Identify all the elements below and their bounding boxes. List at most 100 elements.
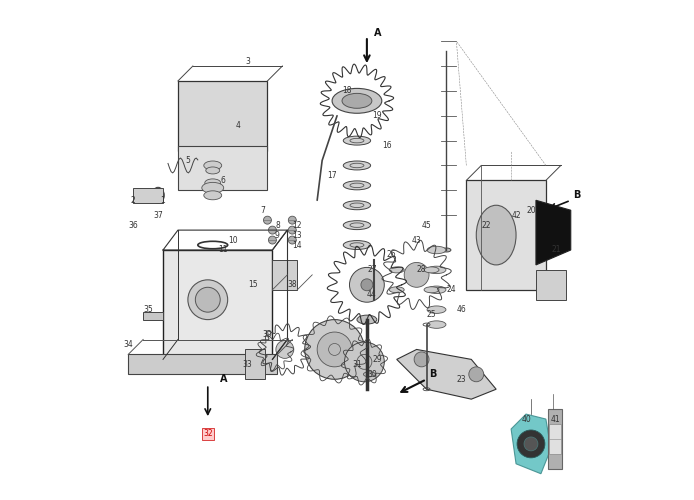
Text: 4: 4 <box>235 121 240 130</box>
Text: 18: 18 <box>342 86 352 96</box>
Ellipse shape <box>205 179 221 187</box>
Ellipse shape <box>424 267 439 273</box>
Text: 34: 34 <box>124 340 133 349</box>
Text: 19: 19 <box>372 112 382 120</box>
Bar <box>536 270 566 300</box>
Ellipse shape <box>204 191 221 200</box>
Text: 13: 13 <box>292 230 302 239</box>
Ellipse shape <box>344 181 371 190</box>
Bar <box>128 354 278 374</box>
Circle shape <box>344 342 384 382</box>
Ellipse shape <box>424 287 439 293</box>
Ellipse shape <box>344 240 371 250</box>
Text: 38: 38 <box>287 280 297 289</box>
Text: 17: 17 <box>328 171 337 180</box>
Text: 9: 9 <box>275 230 280 239</box>
Ellipse shape <box>476 205 516 265</box>
Text: 21: 21 <box>551 246 561 254</box>
Ellipse shape <box>389 287 404 293</box>
Circle shape <box>195 288 220 312</box>
Ellipse shape <box>206 167 220 174</box>
Text: 43: 43 <box>412 236 421 244</box>
Circle shape <box>361 279 373 291</box>
Bar <box>548 409 562 469</box>
Text: 16: 16 <box>382 141 391 150</box>
Ellipse shape <box>342 94 372 108</box>
Text: 30: 30 <box>367 370 377 379</box>
Ellipse shape <box>364 372 375 377</box>
Ellipse shape <box>202 182 223 194</box>
Text: 15: 15 <box>248 280 257 289</box>
Text: 3: 3 <box>245 56 250 66</box>
Text: 31: 31 <box>352 360 362 369</box>
Text: 5: 5 <box>185 156 190 165</box>
Text: 26: 26 <box>387 250 396 260</box>
Text: 44: 44 <box>367 290 377 299</box>
Circle shape <box>288 216 296 224</box>
Text: 45: 45 <box>422 220 432 230</box>
Circle shape <box>524 437 538 451</box>
Ellipse shape <box>344 161 371 170</box>
Circle shape <box>269 236 276 244</box>
Polygon shape <box>536 200 570 265</box>
Circle shape <box>414 352 429 367</box>
Circle shape <box>317 332 352 367</box>
Ellipse shape <box>332 88 382 114</box>
Bar <box>178 146 267 190</box>
Ellipse shape <box>389 267 404 273</box>
Bar <box>466 180 546 290</box>
Circle shape <box>288 236 296 244</box>
Text: 39: 39 <box>262 330 272 339</box>
Text: 35: 35 <box>143 305 153 314</box>
Text: A: A <box>220 374 228 384</box>
Circle shape <box>288 226 296 234</box>
Ellipse shape <box>427 266 446 274</box>
Text: 25: 25 <box>427 310 437 319</box>
Text: 41: 41 <box>551 414 561 424</box>
Circle shape <box>305 320 364 380</box>
Ellipse shape <box>152 188 164 204</box>
Text: B: B <box>573 190 581 200</box>
Text: 22: 22 <box>482 220 491 230</box>
Text: 8: 8 <box>275 220 280 230</box>
Circle shape <box>517 430 545 458</box>
Text: 27: 27 <box>367 266 377 274</box>
Text: 32: 32 <box>203 430 212 438</box>
Circle shape <box>469 367 484 382</box>
Text: 24: 24 <box>447 286 456 294</box>
Text: 10: 10 <box>228 236 237 244</box>
Ellipse shape <box>344 220 371 230</box>
Bar <box>273 260 297 290</box>
Text: 46: 46 <box>457 305 466 314</box>
Circle shape <box>404 262 429 287</box>
Ellipse shape <box>427 286 446 294</box>
Bar <box>143 312 163 320</box>
Text: 11: 11 <box>218 246 228 254</box>
Ellipse shape <box>442 248 451 252</box>
Text: 23: 23 <box>457 375 466 384</box>
Polygon shape <box>511 414 551 474</box>
Bar <box>178 81 267 150</box>
Ellipse shape <box>204 161 221 170</box>
Text: 6: 6 <box>220 176 225 185</box>
Ellipse shape <box>427 246 446 254</box>
Ellipse shape <box>357 315 377 324</box>
Text: 28: 28 <box>417 266 426 274</box>
Text: 40: 40 <box>521 414 531 424</box>
Circle shape <box>350 268 384 302</box>
Ellipse shape <box>427 321 446 328</box>
Text: 14: 14 <box>292 240 302 250</box>
Text: 36: 36 <box>128 220 138 230</box>
Text: 20: 20 <box>526 206 536 214</box>
Text: 7: 7 <box>260 206 265 214</box>
Bar <box>163 250 273 360</box>
Text: 33: 33 <box>243 360 253 369</box>
Bar <box>550 424 561 454</box>
Text: 37: 37 <box>153 210 163 220</box>
Text: 42: 42 <box>511 210 521 220</box>
Text: B: B <box>429 369 437 379</box>
Bar <box>245 350 265 380</box>
Text: 29: 29 <box>372 355 382 364</box>
Circle shape <box>264 216 271 224</box>
Ellipse shape <box>344 201 371 209</box>
